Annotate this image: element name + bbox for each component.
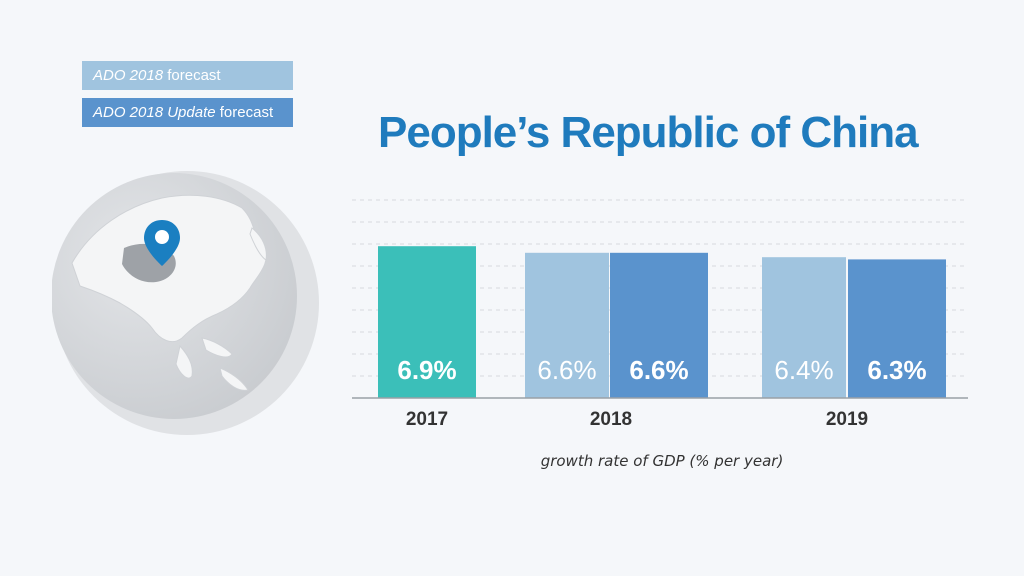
bar-2018-1 [525, 252, 609, 398]
bar-value-label: 6.6% [537, 355, 596, 385]
chart-tick-labels: 2017 2018 2019 [406, 409, 868, 430]
legend-ado-update-prefix: ADO 2018 Update [93, 104, 220, 121]
map-pin-icon [144, 220, 180, 266]
chart-bar-labels: 6.9% 6.6% 6.6% 6.4% 6.3% [397, 355, 926, 385]
bar-2019-3 [762, 257, 846, 398]
axis-caption: growth rate of GDP (% per year) [540, 452, 784, 470]
chart-title: People’s Republic of China [378, 108, 919, 157]
bar-2017-0 [378, 246, 476, 398]
legend-ado-forecast-prefix: ADO 2018 [93, 67, 168, 84]
legend-ado-update-forecast: ADO 2018 Update forecast [82, 98, 293, 127]
bar-2018-2 [610, 252, 708, 398]
x-tick-label: 2019 [826, 409, 868, 430]
bar-value-label: 6.3% [867, 355, 926, 385]
legend-ado-forecast: ADO 2018 forecast [82, 61, 293, 90]
globe-icon [52, 171, 319, 435]
bar-2019-4 [848, 259, 946, 398]
x-tick-label: 2018 [590, 409, 632, 430]
bar-value-label: 6.4% [774, 355, 833, 385]
x-tick-label: 2017 [406, 409, 448, 430]
chart-bars [378, 246, 946, 398]
legend-ado-update-suffix: forecast [219, 104, 274, 121]
bar-value-label: 6.6% [629, 355, 688, 385]
legend-ado-forecast-suffix: forecast [167, 67, 221, 84]
bar-value-label: 6.9% [397, 355, 456, 385]
